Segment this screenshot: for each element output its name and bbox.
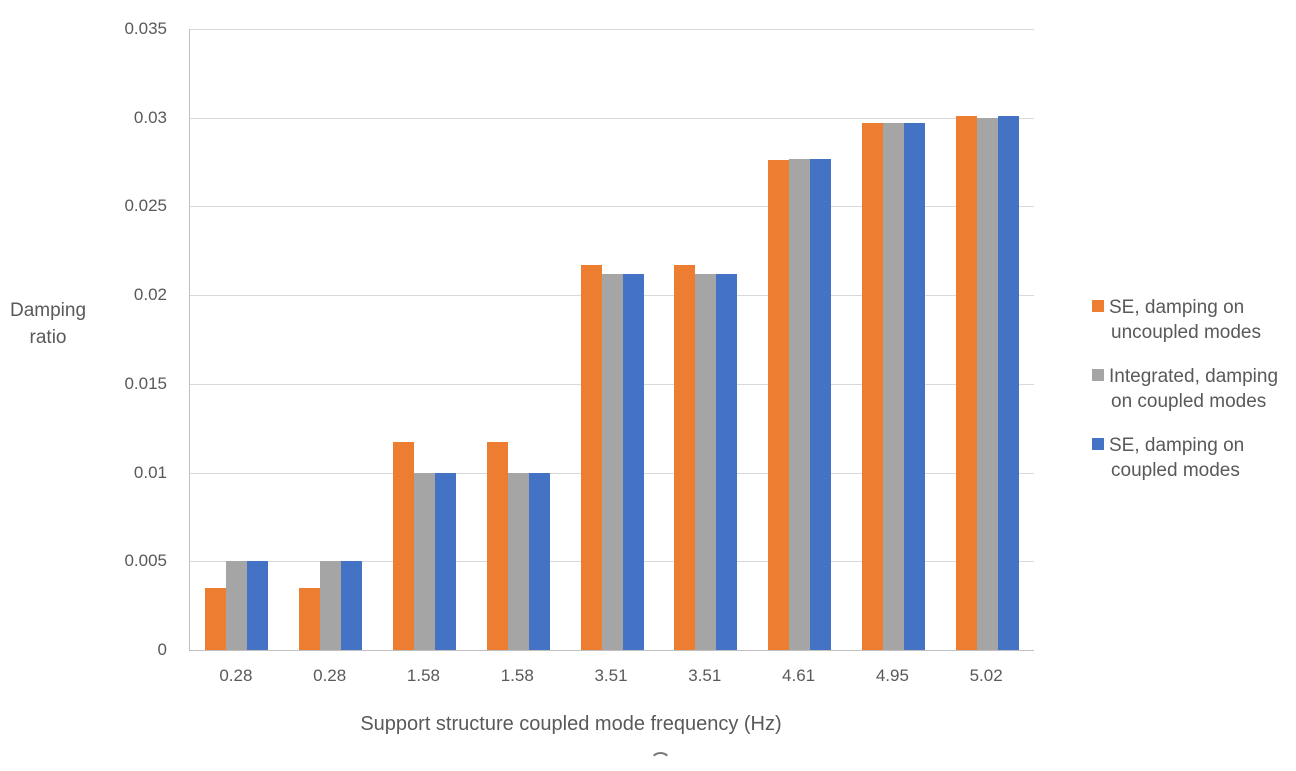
x-tick-label: 3.51	[688, 666, 722, 685]
bar-series-2	[601, 273, 623, 650]
legend: SE, damping on uncoupled modes Integrated,…	[1092, 295, 1278, 502]
bar-group	[659, 29, 753, 650]
legend-item: SE, damping on uncoupled modes	[1092, 295, 1278, 345]
x-tick-label: 0.28	[219, 666, 253, 685]
bar-series-3	[434, 472, 456, 650]
bar-series-1	[955, 115, 977, 650]
bar-series-1	[674, 264, 696, 650]
legend-item: Integrated, damping on coupled modes	[1092, 364, 1278, 414]
bar-group	[471, 29, 565, 650]
bar-series-3	[247, 561, 269, 650]
legend-swatch	[1092, 300, 1104, 312]
bar-series-2	[882, 123, 904, 650]
legend-label-line1: Integrated, damping	[1109, 366, 1279, 387]
bar-series-3	[997, 115, 1019, 650]
bar-series-2	[695, 273, 717, 650]
y-axis-title-line2: ratio	[29, 327, 67, 348]
y-tick-label: 0.015	[124, 373, 167, 393]
bar-series-3	[716, 273, 738, 650]
legend-label: SE, damping on coupled modes	[1109, 433, 1244, 483]
y-tick-label: 0.025	[124, 196, 167, 216]
y-tick-label: 0.01	[133, 462, 167, 482]
bar-group	[190, 29, 284, 650]
legend-label-line2: uncoupled modes	[1111, 322, 1261, 343]
bar-series-2	[320, 561, 342, 650]
bar-series-3	[341, 561, 363, 650]
bar-series-1	[580, 264, 602, 650]
legend-label-line2: on coupled modes	[1111, 391, 1267, 412]
y-tick-label: 0	[157, 640, 167, 659]
bar-series-3	[903, 123, 925, 650]
y-tick-label: 0.035	[124, 19, 167, 38]
y-axis-title: Damping ratio	[0, 297, 96, 351]
bar-group	[565, 29, 659, 650]
y-tick-label: 0.03	[133, 107, 167, 127]
x-axis-tick-labels: 0.28 0.28 1.58 1.58 3.51 3.51 4.61 4.95 5.02	[189, 666, 1033, 686]
bar-series-1	[486, 442, 508, 650]
legend-item: SE, damping on coupled modes	[1092, 433, 1278, 483]
cropped-glyph-artifact	[650, 752, 671, 771]
bar-series-2	[976, 117, 998, 650]
bar-group	[378, 29, 472, 650]
bar-group	[753, 29, 847, 650]
bar-series-3	[528, 472, 550, 650]
x-tick-label: 4.61	[782, 666, 816, 685]
legend-label: Integrated, damping on coupled modes	[1109, 364, 1278, 414]
y-tick-label: 0.005	[124, 551, 167, 571]
bar-series-1	[205, 587, 227, 650]
bar-group	[940, 29, 1034, 650]
bar-series-1	[768, 160, 790, 650]
legend-swatch	[1092, 369, 1104, 381]
bar-group	[846, 29, 940, 650]
x-tick-label: 1.58	[406, 666, 440, 685]
gridline	[190, 29, 1034, 30]
x-tick-label: 4.95	[875, 666, 909, 685]
legend-label-line1: SE, damping on	[1109, 435, 1245, 456]
legend-label-line1: SE, damping on	[1109, 297, 1245, 318]
legend-label: SE, damping on uncoupled modes	[1109, 295, 1261, 345]
bar-series-1	[392, 442, 414, 650]
x-tick-label: 5.02	[969, 666, 1003, 685]
x-axis-title: Support structure coupled mode frequency…	[360, 713, 782, 735]
bar-series-3	[810, 158, 832, 650]
bar-series-3	[622, 273, 644, 650]
legend-label-line2: coupled modes	[1111, 460, 1240, 481]
y-tick-label: 0.02	[133, 285, 167, 305]
gridline	[190, 117, 1034, 119]
bar-series-2	[226, 561, 248, 650]
gridline	[190, 206, 1034, 208]
bar-series-2	[507, 472, 529, 650]
bar-series-2	[789, 158, 811, 650]
x-tick-label: 1.58	[500, 666, 534, 685]
x-tick-label: 3.51	[594, 666, 628, 685]
bar-series-1	[861, 123, 883, 650]
y-axis-title-line1: Damping	[9, 300, 87, 321]
bar-series-2	[413, 472, 435, 650]
plot-area	[189, 29, 1034, 651]
x-tick-label: 0.28	[313, 666, 347, 685]
bar-series-1	[299, 587, 321, 650]
legend-swatch	[1092, 438, 1104, 450]
bar-group	[284, 29, 378, 650]
